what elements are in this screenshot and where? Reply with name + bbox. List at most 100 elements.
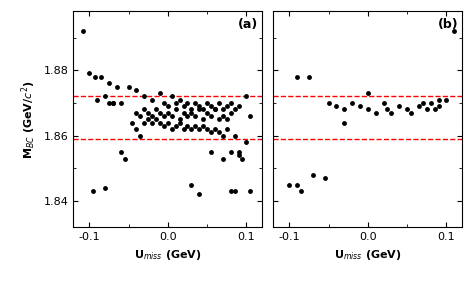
Point xyxy=(207,130,215,135)
Point xyxy=(117,101,125,105)
Point xyxy=(203,110,211,115)
Point xyxy=(97,74,105,79)
Point xyxy=(227,110,235,115)
Point xyxy=(246,114,254,118)
Point xyxy=(223,104,230,108)
Point xyxy=(211,107,219,112)
Point xyxy=(191,124,199,128)
Point xyxy=(148,114,156,118)
Point xyxy=(215,130,223,135)
Point xyxy=(211,107,219,112)
Text: (b): (b) xyxy=(438,18,458,31)
Point xyxy=(243,140,250,145)
Point xyxy=(168,94,175,99)
Point xyxy=(172,101,180,105)
Point xyxy=(227,189,235,193)
Point xyxy=(79,29,87,33)
Point xyxy=(172,124,180,128)
Point xyxy=(423,107,430,112)
Point xyxy=(340,120,348,125)
Point xyxy=(85,71,93,76)
Point xyxy=(145,110,152,115)
Point xyxy=(231,107,238,112)
Point xyxy=(207,150,215,154)
Point xyxy=(340,107,348,112)
Point xyxy=(156,120,164,125)
Point xyxy=(180,127,187,131)
Point xyxy=(325,101,332,105)
Point xyxy=(117,150,125,154)
Point xyxy=(133,127,140,131)
Point xyxy=(168,127,175,131)
Point xyxy=(195,192,203,197)
Point xyxy=(364,91,372,95)
Point xyxy=(215,101,223,105)
Point xyxy=(235,150,242,154)
Point xyxy=(419,101,427,105)
Point xyxy=(168,114,175,118)
Point xyxy=(176,120,183,125)
Point xyxy=(128,120,136,125)
Point xyxy=(113,84,120,89)
Point xyxy=(227,101,235,105)
Point xyxy=(183,101,191,105)
Point xyxy=(133,87,140,92)
Point xyxy=(383,107,391,112)
Point xyxy=(364,107,372,112)
Point xyxy=(243,94,250,99)
Point xyxy=(121,156,128,161)
Point xyxy=(156,91,164,95)
Point xyxy=(140,120,148,125)
Point xyxy=(223,117,230,122)
Point xyxy=(195,127,203,131)
Point xyxy=(219,156,227,161)
Point xyxy=(176,117,183,122)
Point xyxy=(207,104,215,108)
Point xyxy=(137,133,144,138)
Point xyxy=(105,81,113,85)
Point xyxy=(200,117,207,122)
Point xyxy=(207,114,215,118)
Point xyxy=(246,189,254,193)
Point xyxy=(183,124,191,128)
Point xyxy=(395,104,403,108)
Point xyxy=(293,182,301,187)
Point xyxy=(407,110,415,115)
Point xyxy=(380,101,387,105)
Point xyxy=(164,120,172,125)
Point xyxy=(239,156,246,161)
Point xyxy=(297,189,305,193)
Point xyxy=(227,150,235,154)
X-axis label: U$_{miss}$ (GeV): U$_{miss}$ (GeV) xyxy=(134,248,201,262)
Point xyxy=(427,101,435,105)
Point xyxy=(293,74,301,79)
Point xyxy=(305,74,313,79)
Point xyxy=(188,182,195,187)
Point xyxy=(195,104,203,108)
Point xyxy=(235,153,242,158)
Point xyxy=(200,124,207,128)
Point xyxy=(188,107,195,112)
Point xyxy=(148,97,156,102)
Point xyxy=(93,97,101,102)
Point xyxy=(101,94,109,99)
Point xyxy=(223,127,230,131)
Point xyxy=(133,110,140,115)
Point xyxy=(431,107,438,112)
Point xyxy=(191,101,199,105)
Point xyxy=(195,107,203,112)
Point xyxy=(172,107,180,112)
Point xyxy=(356,104,364,108)
X-axis label: U$_{miss}$ (GeV): U$_{miss}$ (GeV) xyxy=(334,248,401,262)
Point xyxy=(145,117,152,122)
Point xyxy=(191,114,199,118)
Point xyxy=(137,114,144,118)
Point xyxy=(435,97,442,102)
Point xyxy=(372,110,380,115)
Point xyxy=(188,110,195,115)
Point xyxy=(403,107,411,112)
Point xyxy=(180,110,187,115)
Point xyxy=(435,104,442,108)
Point xyxy=(109,101,117,105)
Point xyxy=(140,94,148,99)
